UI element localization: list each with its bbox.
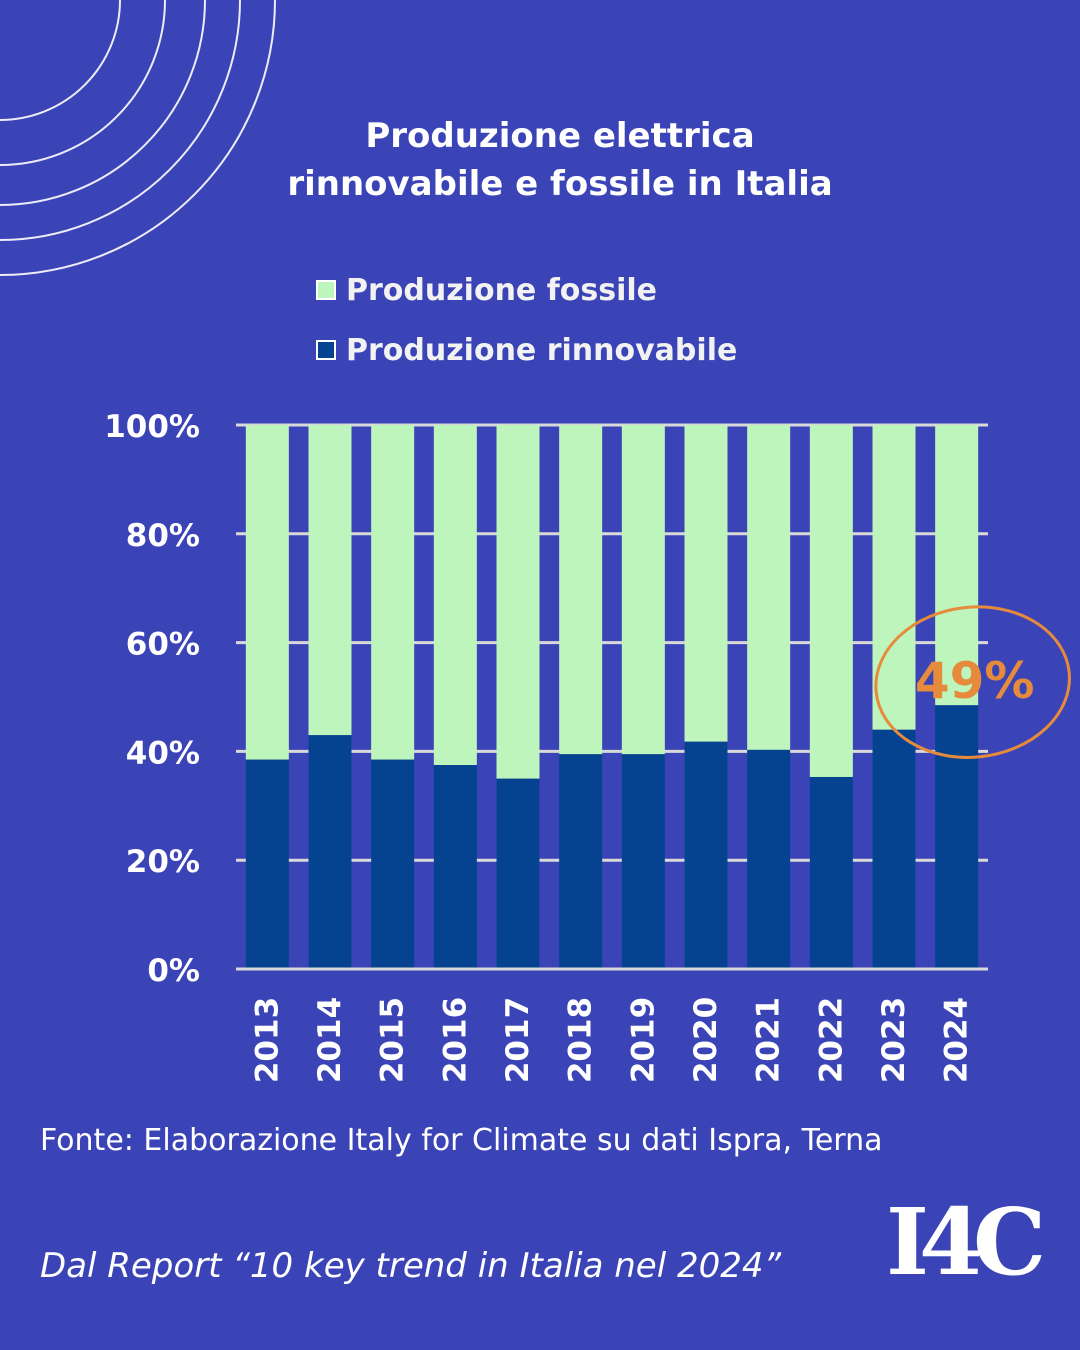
i4c-logo: I4C [886, 1188, 1046, 1296]
bar-fossil-2019 [621, 425, 665, 755]
bar-renewable-2021 [747, 749, 791, 969]
title-line-1: Produzione elettrica [365, 116, 755, 156]
x-tick-label: 2023 [876, 997, 912, 1083]
y-tick-label: 80% [126, 518, 200, 554]
y-tick-label: 40% [126, 735, 200, 771]
x-tick-label: 2014 [312, 997, 348, 1083]
bar-renewable-2023 [872, 729, 916, 969]
x-tick-label: 2020 [688, 997, 724, 1083]
highlight-value: 49% [915, 652, 1035, 710]
bar-fossil-2020 [684, 425, 728, 742]
legend-label-fossil: Produzione fossile [346, 272, 658, 308]
bar-fossil-2014 [308, 425, 352, 736]
bar-fossil-2022 [809, 425, 853, 777]
bar-renewable-2018 [559, 754, 603, 969]
y-tick-label: 0% [147, 953, 200, 989]
bar-fossil-2016 [433, 425, 477, 765]
bar-renewable-2016 [433, 765, 477, 969]
y-tick-label: 100% [104, 409, 200, 445]
renewable-swatch [316, 340, 336, 360]
bar-fossil-2018 [559, 425, 603, 755]
x-tick-label: 2018 [563, 997, 599, 1083]
chart-title: Produzione elettrica rinnovabile e fossi… [240, 112, 880, 208]
bar-fossil-2021 [747, 425, 791, 750]
y-tick-label: 20% [126, 844, 200, 880]
bar-renewable-2014 [308, 735, 352, 969]
bar-renewable-2015 [371, 759, 415, 969]
report-credit: Dal Report “10 key trend in Italia nel 2… [40, 1246, 782, 1286]
bar-renewable-2022 [809, 776, 853, 969]
x-tick-label: 2013 [249, 997, 285, 1083]
y-tick-label: 60% [126, 627, 200, 663]
bar-fossil-2015 [371, 425, 415, 760]
bar-renewable-2024 [935, 705, 979, 969]
bar-renewable-2013 [245, 759, 289, 969]
bar-fossil-2023 [872, 425, 916, 730]
x-tick-label: 2015 [375, 997, 411, 1083]
x-tick-label: 2016 [437, 997, 473, 1083]
bar-renewable-2020 [684, 741, 728, 969]
source-note: Fonte: Elaborazione Italy for Climate su… [40, 1123, 883, 1158]
bar-renewable-2019 [621, 754, 665, 969]
highlight-circle [874, 605, 1071, 759]
fossil-swatch [316, 280, 336, 300]
legend: Produzione fossile Produzione rinnovabil… [316, 270, 737, 390]
bar-renewable-2017 [496, 778, 540, 969]
x-tick-label: 2017 [500, 997, 536, 1083]
x-tick-label: 2021 [751, 997, 787, 1083]
bar-fossil-2017 [496, 425, 540, 779]
bar-fossil-2024 [935, 425, 979, 706]
legend-item-renewable: Produzione rinnovabile [316, 330, 737, 370]
legend-item-fossil: Produzione fossile [316, 270, 737, 310]
stacked-bar-chart: 0% 20% 40% 60% 80% 100% 2013 2014 2015 2016 2017 20… [104, 409, 1071, 1083]
x-tick-label: 2024 [939, 997, 975, 1083]
x-tick-label: 2019 [625, 997, 661, 1083]
legend-label-renewable: Produzione rinnovabile [346, 332, 738, 368]
title-line-2: rinnovabile e fossile in Italia [287, 164, 833, 204]
bar-fossil-2013 [245, 425, 289, 760]
x-tick-label: 2022 [813, 997, 849, 1083]
